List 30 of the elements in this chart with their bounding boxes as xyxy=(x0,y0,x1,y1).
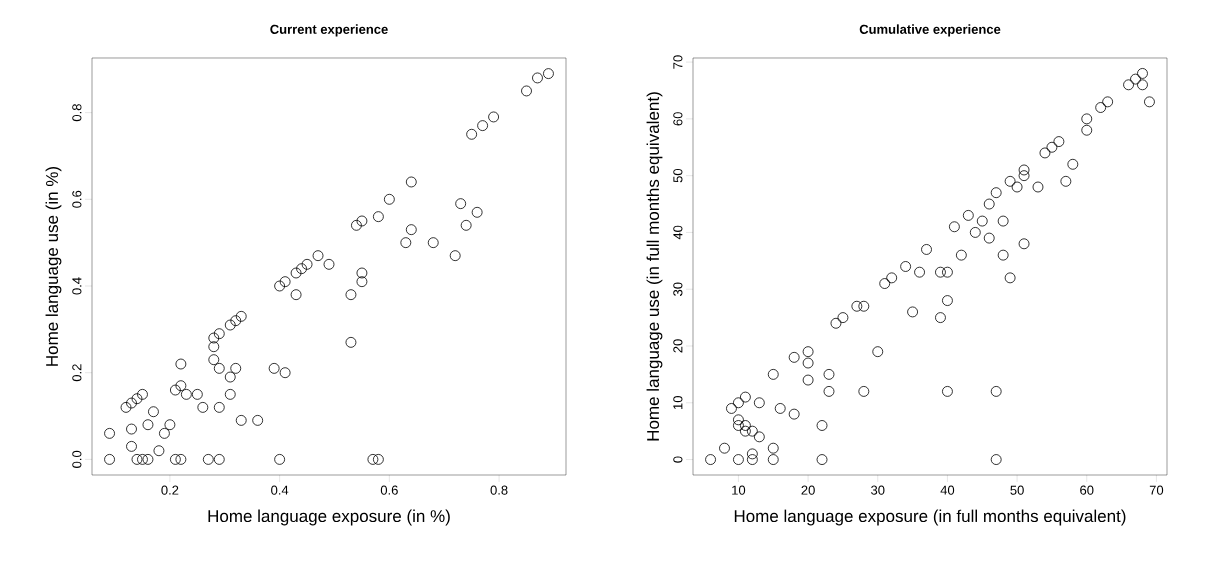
x-tick-label: 0.6 xyxy=(380,485,398,495)
y-axis-title: Home language use (in %) xyxy=(45,166,62,366)
y-axis-title: Home language use (in full months equivalent) xyxy=(646,92,663,441)
y-tick-label: 30 xyxy=(673,282,683,296)
y-tick-label: 70 xyxy=(673,55,683,69)
y-tick-label: 0.8 xyxy=(72,104,82,122)
y-tick-label: 0.4 xyxy=(72,277,82,295)
y-tick-label: 0.2 xyxy=(72,364,82,382)
y-tick-label: 20 xyxy=(673,339,683,353)
y-tick-label: 0.0 xyxy=(72,450,82,468)
y-tick-label: 0 xyxy=(673,456,683,463)
y-tick-label: 10 xyxy=(673,396,683,410)
x-tick-label: 70 xyxy=(1149,485,1164,495)
x-axis-title: Home language exposure (in full months equivalent) xyxy=(734,509,1126,526)
x-axis-title: Home language exposure (in %) xyxy=(208,509,450,526)
y-tick-label: 0.6 xyxy=(72,190,82,208)
x-tick-label: 30 xyxy=(871,485,885,495)
x-tick-label: 0.4 xyxy=(271,485,289,495)
y-tick-label: 40 xyxy=(673,225,683,240)
chart-title: Cumulative experience xyxy=(859,24,1001,37)
x-tick-label: 40 xyxy=(940,485,955,495)
x-tick-label: 20 xyxy=(801,485,815,495)
x-tick-label: 0.2 xyxy=(161,485,179,495)
y-tick-label: 50 xyxy=(673,168,683,183)
x-tick-label: 60 xyxy=(1080,485,1094,495)
x-tick-label: 10 xyxy=(732,485,746,495)
chart-title: Current experience xyxy=(270,24,388,37)
x-tick-label: 50 xyxy=(1010,485,1024,495)
x-tick-label: 0.8 xyxy=(490,485,508,495)
y-tick-label: 60 xyxy=(673,112,683,126)
